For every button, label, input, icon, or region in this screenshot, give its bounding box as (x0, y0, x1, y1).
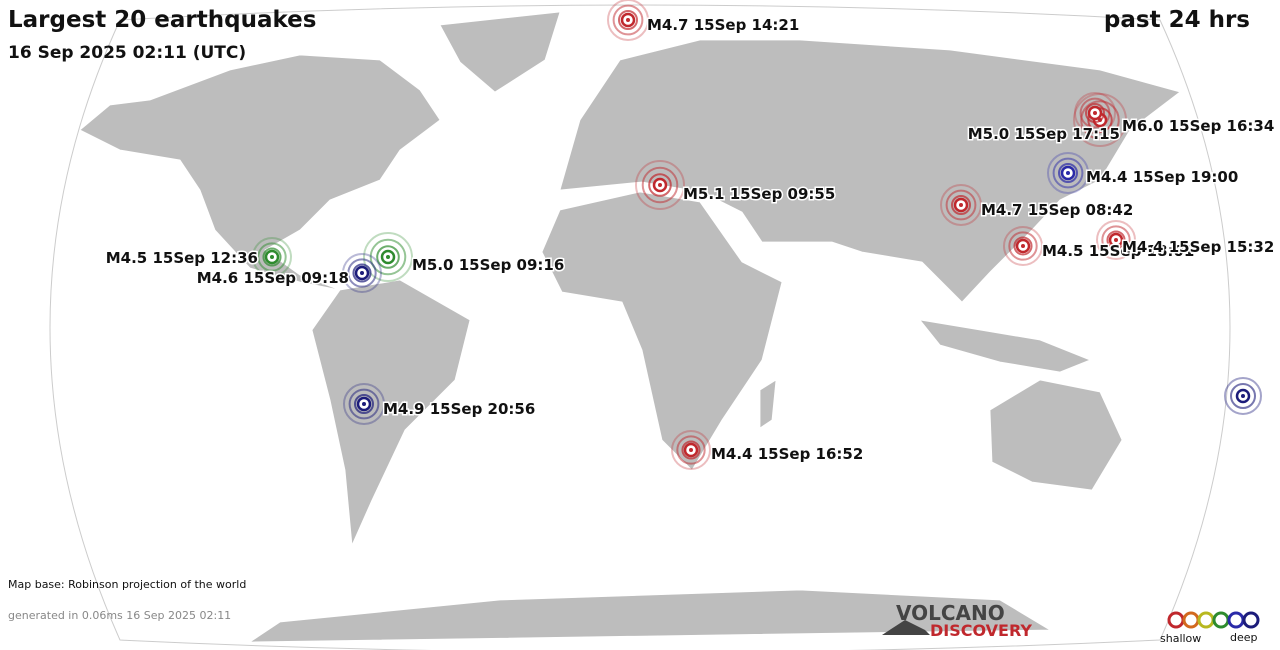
quake-label: M4.7 15Sep 14:21 (647, 16, 799, 34)
quake-ring (1101, 225, 1131, 255)
quake-dot (386, 255, 390, 259)
period: past 24 hrs (1104, 7, 1250, 33)
quake-label: M4.4 15Sep 19:00 (1086, 168, 1238, 186)
quake-ring (1074, 92, 1116, 134)
quake-dot (658, 183, 662, 187)
quake-ring (641, 166, 679, 204)
quake-ring (1085, 103, 1105, 123)
quake-label: M4.4 15Sep 16:52 (711, 445, 863, 463)
quake-ring (1058, 163, 1078, 183)
quake-dot (626, 18, 630, 22)
quake-dot (1021, 244, 1025, 248)
quake-ring (347, 258, 377, 288)
quake-ring (1073, 93, 1127, 147)
quake-marker (940, 184, 982, 226)
legend-shallow: shallow (1160, 632, 1201, 645)
quake-ring (1080, 100, 1120, 140)
quake-label: M4.5 15Sep 12:36 (106, 249, 258, 267)
title: Largest 20 earthquakes (8, 7, 316, 33)
depth-legend (1167, 611, 1260, 629)
quake-ring (648, 173, 672, 197)
quake-ring (1052, 157, 1084, 189)
quake-ring (363, 232, 413, 282)
quake-ring (262, 247, 282, 267)
quake-ring (635, 160, 685, 210)
quake-marker (1074, 92, 1116, 134)
quake-ring (354, 394, 374, 414)
quake-dot (959, 203, 963, 207)
quake-ring (951, 195, 971, 215)
quake-ring (945, 189, 977, 221)
legend-deep: deep (1230, 631, 1258, 644)
quake-ring (352, 263, 372, 283)
continents (79, 11, 1181, 643)
quake-ring (257, 242, 287, 272)
quake-ring (671, 430, 711, 470)
quake-label: M5.0 15Sep 17:15 (968, 125, 1120, 143)
quake-ring (1013, 236, 1033, 256)
quake-marker (342, 253, 382, 293)
quake-marker (1047, 152, 1089, 194)
logo-volcano: VOLCANO (896, 601, 1005, 625)
quake-ring (1047, 152, 1089, 194)
quake-marker (671, 430, 711, 470)
quake-ring (612, 4, 644, 36)
quake-ring (618, 10, 638, 30)
quake-label: M5.0 15Sep 09:16 (412, 256, 564, 274)
quake-label: M5.1 15Sep 09:55 (683, 185, 835, 203)
quake-label: M4.5 15Sep 18:01 (1042, 242, 1194, 260)
quake-ring (1008, 231, 1038, 261)
quake-label: M4.6 15Sep 09:18 (197, 269, 349, 287)
quake-marker (252, 237, 292, 277)
quake-marker (607, 0, 649, 41)
quake-ring (343, 383, 385, 425)
quake-marker (635, 160, 685, 210)
quake-dot (360, 271, 364, 275)
quake-ring (1106, 230, 1126, 250)
quake-ring (1079, 97, 1111, 129)
quake-dot (1066, 171, 1070, 175)
quake-ring (940, 184, 982, 226)
datetime: 16 Sep 2025 02:11 (UTC) (8, 43, 246, 63)
quake-ring (369, 238, 407, 276)
generated: generated in 0.06ms 16 Sep 2025 02:11 (8, 609, 231, 622)
quake-label: M4.7 15Sep 08:42 (981, 201, 1133, 219)
quake-ring (676, 435, 706, 465)
quake-marker (1003, 226, 1043, 266)
quake-ring (1096, 220, 1136, 260)
quake-ring (342, 253, 382, 293)
quake-dot (362, 402, 366, 406)
quake-dot (1114, 238, 1118, 242)
quake-ring (607, 0, 649, 41)
quake-ring (252, 237, 292, 277)
quake-marker (363, 232, 413, 282)
unlabeled-quake (1224, 377, 1262, 415)
quake-marker (343, 383, 385, 425)
map-base: Map base: Robinson projection of the wor… (8, 578, 246, 591)
logo-discovery: DISCOVERY (930, 621, 1032, 640)
quake-label: M6.0 15Sep 16:34 (1122, 117, 1274, 135)
quake-label: M4.4 15Sep 15:32 (1122, 238, 1274, 256)
quake-ring (681, 440, 701, 460)
quake-dot (1093, 111, 1097, 115)
quake-marker (1096, 220, 1136, 260)
quake-label: M4.9 15Sep 20:56 (383, 400, 535, 418)
logo-icon (882, 620, 930, 635)
quake-ring (348, 388, 380, 420)
quake-dot (689, 448, 693, 452)
quake-ring (376, 245, 400, 269)
quake-ring (1003, 226, 1043, 266)
quake-dot (270, 255, 274, 259)
